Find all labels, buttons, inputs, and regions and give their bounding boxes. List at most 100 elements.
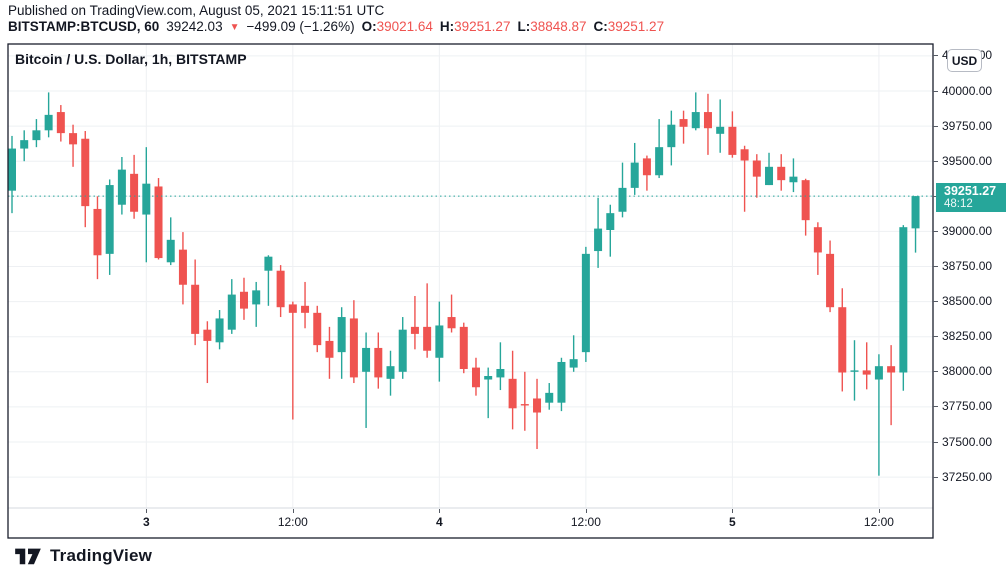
candle-body[interactable] [410,326,419,334]
time-axis-tick [146,509,148,513]
price-axis[interactable]: 40250.0040000.0039750.0039500.0039250.00… [933,0,1006,577]
price-axis-tick [933,476,938,478]
candle-body[interactable] [386,366,395,379]
time-axis-label: 12:00 [863,515,894,529]
price-axis-tick [933,230,938,232]
candle-body[interactable] [667,124,676,148]
candle-body[interactable] [20,140,29,149]
candle-body[interactable] [227,294,236,330]
candle-body[interactable] [130,173,139,212]
price-axis-tick [933,266,938,267]
time-axis-label: 12:00 [277,515,308,529]
candle-body[interactable] [765,166,774,186]
candle-body[interactable] [813,227,822,253]
candle-body[interactable] [655,147,664,176]
candle-body[interactable] [581,253,590,353]
candle-body[interactable] [301,305,310,313]
price-axis-tick [933,301,938,303]
candle-body[interactable] [191,284,200,334]
candle-body[interactable] [8,148,16,191]
candle-body[interactable] [264,256,273,271]
candle-body[interactable] [154,186,163,259]
candle-body[interactable] [630,162,639,188]
currency-toggle-button[interactable]: USD [947,49,982,72]
down-triangle-icon: ▼ [229,22,240,33]
candle-body[interactable] [838,307,847,373]
candle-body[interactable] [447,317,456,329]
candle-body[interactable] [777,166,786,181]
candle-body[interactable] [81,138,90,207]
candle-body[interactable] [105,185,114,254]
tradingview-logo-text: TradingView [50,546,153,565]
candle-body[interactable] [789,176,798,183]
candle-body[interactable] [618,187,627,212]
candle-body[interactable] [887,366,896,373]
candle-body[interactable] [313,312,322,346]
candle-body[interactable] [520,404,529,406]
candle-body[interactable] [862,370,871,375]
candle-body[interactable] [496,368,505,378]
candle-body[interactable] [826,253,835,308]
candle-body[interactable] [557,361,566,403]
time-axis-tick [585,509,587,513]
candle-body[interactable] [142,183,151,215]
tradingview-logo[interactable]: TradingView [14,545,152,567]
candle-body[interactable] [215,318,224,343]
candle-body[interactable] [32,130,41,141]
time-axis[interactable]: 3 12:00 4 12:00 5 12:00 [8,508,933,538]
candle-body[interactable] [850,370,859,372]
time-axis-label: 4 [436,515,443,529]
candle-body[interactable] [594,228,603,252]
ohlc-high-value: 39251.27 [454,19,511,34]
chart-frame [7,43,934,539]
candle-body[interactable] [337,317,346,353]
candle-body[interactable] [178,249,187,285]
candle-body[interactable] [349,318,358,378]
candle-body[interactable] [69,133,78,145]
candle-body[interactable] [239,291,248,309]
candle-body[interactable] [691,112,700,129]
candle-body[interactable] [679,119,688,127]
candle-body[interactable] [325,340,334,358]
candle-body[interactable] [911,196,920,229]
candle-body[interactable] [899,227,908,373]
candle-body[interactable] [703,112,712,129]
candle-body[interactable] [93,208,102,256]
candle-body[interactable] [288,304,297,313]
candle-body[interactable] [362,347,371,372]
candle-body[interactable] [801,180,810,221]
candle-body[interactable] [44,114,53,131]
candle-body[interactable] [435,325,444,358]
candle-body[interactable] [117,169,126,205]
candle-body[interactable] [56,112,65,134]
candle-body[interactable] [374,347,383,378]
candle-body[interactable] [874,366,883,380]
candle-body[interactable] [569,359,578,368]
candle-body[interactable] [484,376,493,380]
candle-body[interactable] [740,149,749,161]
candle-body[interactable] [252,290,261,305]
candle-body[interactable] [459,326,468,369]
candle-body[interactable] [166,239,175,263]
candle-body[interactable] [398,329,407,372]
ohlc-low-label: L: [517,19,531,34]
candle-body[interactable] [642,158,651,176]
ohlc-open-label: O: [361,19,377,34]
candle-body[interactable] [545,392,554,403]
candle-body[interactable] [508,378,517,409]
candle-body[interactable] [606,213,615,230]
time-axis-tick [878,509,880,513]
candle-body[interactable] [423,326,432,351]
candle-body[interactable] [533,398,542,413]
price-axis-label: 39000.00 [942,223,993,238]
tradingview-logo-icon [15,548,41,565]
candle-body[interactable] [752,160,761,177]
candle-body[interactable] [716,126,725,134]
candle-body[interactable] [728,126,737,155]
candle-body[interactable] [276,270,285,308]
candle-body[interactable] [203,329,212,341]
candle-body[interactable] [471,367,480,388]
price-axis-tick [933,195,938,197]
symbol-name: BITSTAMP:BTCUSD, 60 [8,19,160,34]
